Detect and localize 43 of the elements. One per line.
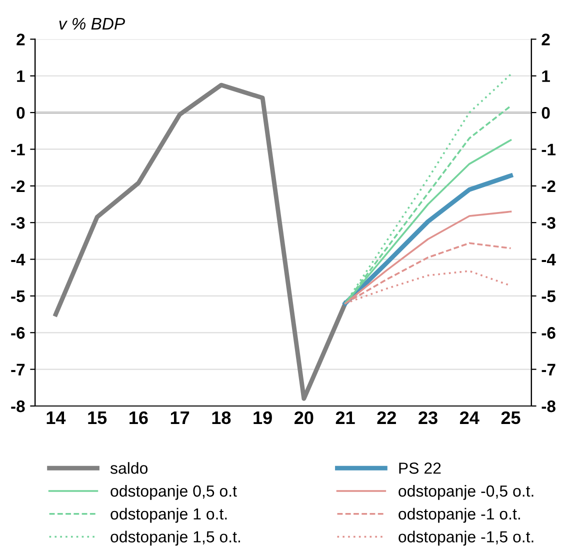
x-tick-label: 21	[336, 411, 355, 424]
x-tick-label: 23	[418, 411, 438, 424]
y-tick-label: -2	[11, 180, 25, 192]
x-tick-label: 18	[212, 411, 231, 424]
legend-label: odstopanje 1,5 o.t.	[110, 530, 240, 546]
y-tick-label: -3	[11, 217, 25, 229]
y2-tick-label: -7	[542, 364, 556, 376]
legend-label: PS 22	[399, 462, 441, 474]
legend-label: odstopanje -1,5 o.t.	[398, 530, 534, 546]
y2-tick-label: 0	[542, 106, 550, 119]
x-tick-label: 25	[501, 411, 520, 424]
chart-subtitle: v % BDP	[59, 18, 125, 30]
x-tick-label: 14	[46, 412, 66, 424]
legend-label: saldo	[110, 462, 148, 474]
x-tick-label: 15	[88, 412, 107, 424]
y2-tick-label: -6	[542, 327, 556, 339]
y2-tick-label: -1	[542, 144, 556, 156]
y-tick-label: 2	[16, 34, 25, 46]
x-tick-label: 22	[377, 411, 396, 424]
y2-tick-label: 2	[542, 34, 550, 46]
x-tick-label: 17	[170, 412, 190, 424]
legend-label: odstopanje 0,5 o.t	[110, 484, 237, 500]
y-tick-label: -1	[11, 144, 25, 156]
legend-label: odstopanje -1 o.t.	[398, 508, 520, 523]
x-tick-label: 24	[460, 411, 480, 424]
y2-tick-label: -5	[542, 290, 556, 302]
y2-tick-label: -2	[542, 180, 556, 192]
legend-label: odstopanje -0,5 o.t.	[398, 484, 534, 500]
y-tick-label: -4	[11, 254, 26, 266]
y-tick-label: -6	[11, 327, 25, 339]
x-tick-label: 16	[130, 411, 148, 424]
y-tick-label: -7	[11, 364, 25, 376]
legend-label: odstopanje 1 o.t.	[110, 508, 227, 523]
x-tick-label: 19	[254, 411, 272, 424]
y2-tick-label: 1	[542, 70, 550, 82]
y-tick-label: -5	[11, 290, 25, 302]
y2-tick-label: -8	[542, 400, 556, 412]
y-tick-label: 0	[16, 106, 25, 119]
y-tick-label: 1	[17, 70, 25, 82]
y2-tick-label: -4	[542, 254, 556, 266]
x-tick-label: 20	[294, 411, 314, 424]
y2-tick-label: -3	[542, 217, 556, 229]
y-tick-label: -8	[11, 400, 25, 412]
